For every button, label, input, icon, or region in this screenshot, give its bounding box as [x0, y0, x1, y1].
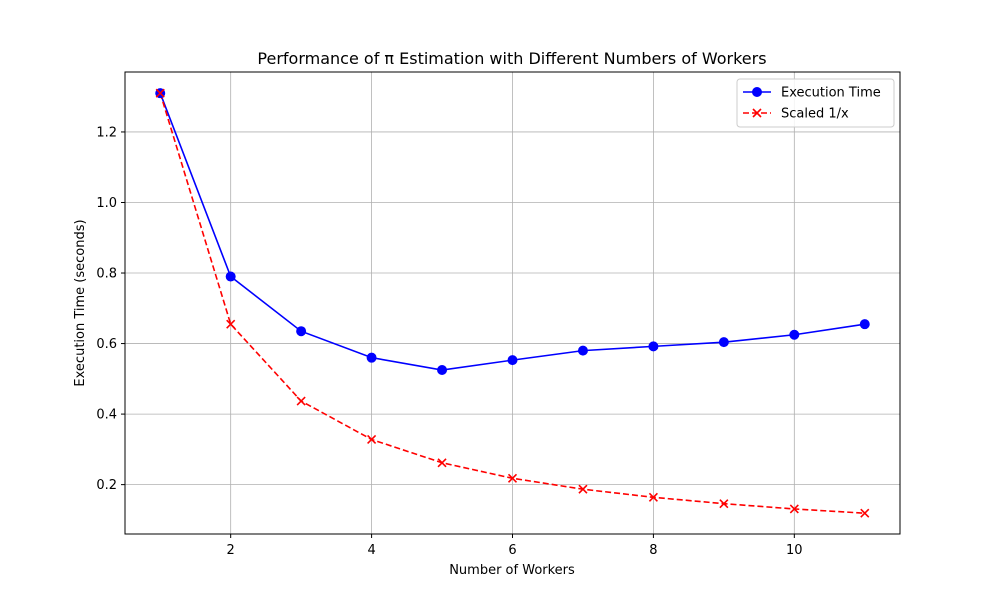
scaled-1-x-point — [789, 504, 799, 514]
legend: Execution Time Scaled 1/x — [736, 78, 895, 128]
legend-label-execution-time: Execution Time — [781, 86, 881, 101]
y-tick-label: 1.0 — [96, 196, 117, 211]
series-layer — [155, 88, 870, 518]
execution-time-point — [296, 326, 307, 337]
x-axis-label: Number of Workers — [449, 563, 575, 578]
scaled-1-x-point — [860, 508, 870, 518]
scaled-1-x-point — [648, 492, 658, 502]
execution-time-point — [366, 352, 377, 363]
legend-label-scaled-1-x: Scaled 1/x — [781, 107, 849, 122]
execution-time-point — [577, 345, 588, 356]
y-tick-label: 0.4 — [96, 408, 117, 423]
legend-marker-scaled-1-x — [752, 108, 762, 118]
execution-time-point — [648, 341, 659, 352]
scaled-1-x-point — [226, 319, 236, 329]
y-tick-label: 0.2 — [96, 478, 117, 493]
legend-marker-execution-time — [752, 87, 762, 97]
scaled-1-x-point — [719, 499, 729, 509]
ticks: 2 4 6 8 10 0.2 0.4 0.6 0.8 1.0 1.2 — [96, 125, 802, 558]
execution-time-point — [859, 319, 870, 330]
y-tick-label: 1.2 — [96, 125, 117, 140]
scaled-1-x-point — [437, 458, 447, 468]
scaled-1-x-point — [367, 434, 377, 445]
x-tick-label: 8 — [649, 543, 657, 558]
execution-time-point — [718, 337, 729, 348]
execution-time-point — [789, 329, 800, 340]
x-tick-label: 6 — [508, 543, 516, 558]
y-axis-label: Execution Time (seconds) — [73, 219, 88, 386]
y-tick-label: 0.6 — [96, 337, 117, 352]
execution-time-point — [437, 365, 448, 376]
execution-time-point — [225, 271, 236, 282]
chart-title: Performance of π Estimation with Differe… — [257, 49, 766, 68]
legend-box — [736, 78, 895, 128]
grid — [125, 72, 900, 534]
scaled-1-x-point — [155, 88, 165, 98]
scaled-1-x-point — [578, 484, 588, 494]
x-tick-label: 10 — [786, 543, 803, 558]
execution-time-point — [507, 355, 518, 366]
y-tick-label: 0.8 — [96, 267, 117, 282]
x-tick-label: 2 — [227, 543, 235, 558]
scaled-1-x-point — [507, 473, 518, 483]
x-tick-label: 4 — [367, 543, 375, 558]
scaled-1-x-point — [296, 396, 306, 406]
